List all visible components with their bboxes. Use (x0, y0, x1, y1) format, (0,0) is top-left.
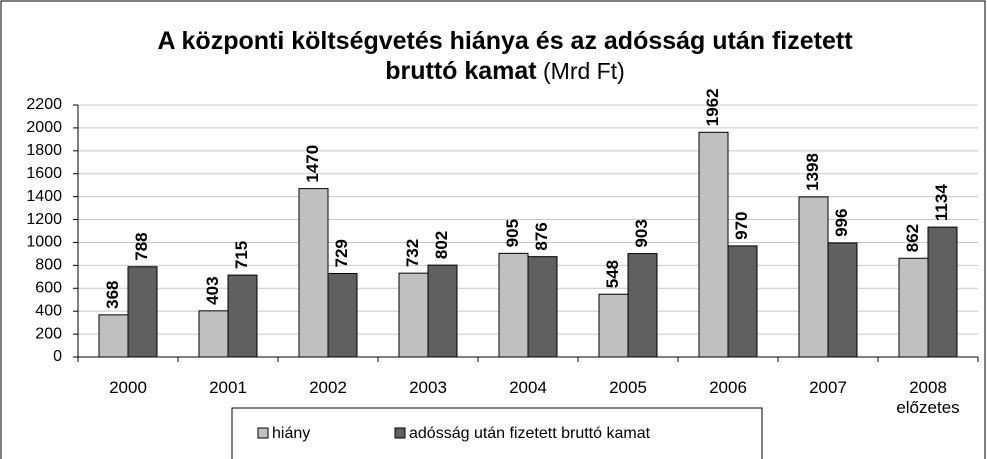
data-label: 970 (732, 212, 751, 240)
data-label: 788 (132, 232, 151, 260)
x-tick-label: 2006 (709, 378, 747, 397)
bar (527, 256, 558, 358)
y-tick-label: 1800 (26, 142, 62, 159)
legend-label: hiány (272, 425, 310, 442)
bar (627, 253, 658, 358)
x-tick-label: 2008 előzetes (896, 378, 960, 417)
bar (898, 257, 929, 358)
legend-label: adósság után fizetett bruttó kamat (409, 425, 651, 442)
legend-swatch (257, 427, 269, 439)
bar (327, 272, 358, 358)
x-tick-label: 2002 (309, 378, 347, 397)
y-tick-label: 200 (35, 325, 62, 342)
legend-box (231, 407, 763, 459)
bar (498, 252, 529, 358)
data-label: 862 (903, 224, 922, 252)
bar (227, 274, 258, 358)
y-tick-label: 2200 (26, 96, 62, 113)
bar (727, 245, 758, 358)
bar (198, 310, 229, 358)
data-label: 802 (432, 231, 451, 259)
bar (927, 226, 958, 358)
bar (127, 266, 158, 358)
x-tick-label: 2000 (109, 378, 147, 397)
chart-title-unit: (Mrd Ft) (536, 58, 625, 84)
data-label: 403 (203, 276, 222, 304)
data-label: 548 (603, 260, 622, 288)
data-label: 1470 (303, 145, 322, 183)
bar (98, 314, 129, 358)
y-tick-label: 800 (35, 257, 62, 274)
bar (598, 293, 629, 358)
bar (298, 188, 329, 358)
data-label: 1398 (803, 153, 822, 191)
legend-swatch (394, 427, 406, 439)
y-tick-label: 2000 (26, 119, 62, 136)
x-tick-label: 2003 (409, 378, 447, 397)
bar (427, 264, 458, 358)
y-tick-label: 600 (35, 279, 62, 296)
y-tick-label: 1400 (26, 188, 62, 205)
y-tick-label: 400 (35, 302, 62, 319)
y-tick-label: 0 (53, 348, 62, 365)
data-label: 876 (532, 222, 551, 250)
bar (398, 272, 429, 358)
data-label: 996 (832, 209, 851, 237)
data-label: 729 (332, 239, 351, 267)
data-label: 732 (403, 239, 422, 267)
data-label: 903 (632, 219, 651, 247)
chart-title: A központi költségvetés hiánya és az adó… (140, 26, 870, 86)
bar (827, 242, 858, 358)
data-label: 905 (503, 219, 522, 247)
chart-title-text: A központi költségvetés hiánya és az adó… (157, 27, 853, 85)
x-tick-label: 2001 (209, 378, 247, 397)
data-label: 1962 (703, 88, 722, 126)
bar (698, 131, 729, 358)
y-tick-label: 1000 (26, 234, 62, 251)
data-label: 1134 (932, 184, 951, 221)
data-label: 715 (232, 241, 251, 269)
legend: hiány adósság után fizetett bruttó kamat (231, 407, 763, 459)
y-tick-label: 1200 (26, 211, 62, 228)
y-tick-label: 1600 (26, 165, 62, 182)
data-label: 368 (103, 280, 122, 308)
x-tick-label: 2007 (809, 378, 847, 397)
x-tick-label: 2004 (509, 378, 547, 397)
x-tick-label: 2005 (609, 378, 647, 397)
bar (798, 196, 829, 358)
